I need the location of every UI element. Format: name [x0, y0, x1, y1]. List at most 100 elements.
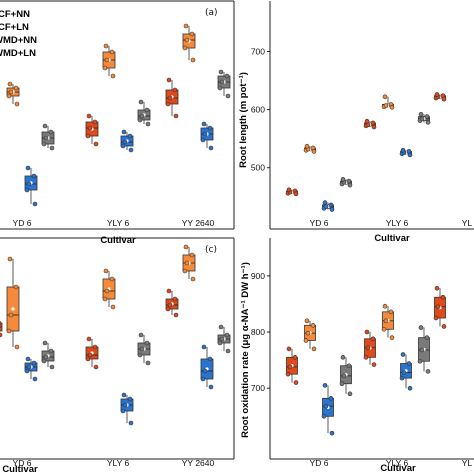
data-point — [208, 145, 214, 151]
data-point — [49, 364, 55, 370]
data-point — [417, 358, 423, 364]
data-point — [293, 191, 299, 197]
data-point — [7, 256, 13, 262]
data-point — [407, 385, 413, 391]
data-point — [104, 57, 110, 63]
data-point — [202, 368, 208, 374]
data-point — [48, 129, 54, 135]
data-point — [323, 403, 329, 409]
panel-c-letter: (c) — [205, 245, 217, 255]
data-point — [364, 118, 370, 124]
panel-d-x-axis-title: Cultivar — [380, 463, 416, 474]
x-tick-label: YD 6 — [13, 218, 32, 228]
y-tick-label: 600 — [251, 105, 265, 115]
data-point — [371, 124, 377, 130]
data-point — [441, 324, 447, 329]
data-point — [292, 355, 298, 360]
data-point — [85, 356, 91, 362]
data-point — [104, 288, 110, 294]
data-point — [189, 31, 195, 37]
data-point — [122, 402, 128, 408]
data-point — [49, 145, 55, 151]
panel-c: (c) YD 6 YLY 6 YY 2640 Cultivar Cultivar — [0, 235, 235, 474]
data-point — [383, 103, 389, 108]
data-point — [26, 181, 32, 187]
data-point — [43, 135, 49, 141]
data-point — [419, 347, 425, 353]
data-point — [103, 268, 109, 274]
data-point — [184, 260, 190, 266]
data-point — [219, 79, 225, 85]
y-tick-label: 500 — [251, 163, 265, 173]
panel-b-x-axis-title: Cultivar — [374, 233, 410, 244]
data-point — [321, 414, 327, 419]
x-tick-label: YD 6 — [13, 458, 32, 468]
panel-c-boxes — [0, 244, 231, 426]
data-point — [400, 147, 406, 153]
data-point — [304, 318, 310, 324]
data-point — [285, 371, 291, 377]
data-point — [144, 340, 150, 346]
data-point — [127, 133, 133, 139]
data-point — [32, 201, 38, 207]
data-point — [87, 125, 93, 131]
data-point — [201, 344, 207, 350]
data-point — [190, 276, 196, 282]
data-point — [13, 85, 19, 91]
panel-a-letter: (a) — [205, 8, 218, 18]
data-point — [173, 312, 179, 318]
data-point — [110, 304, 116, 310]
data-point — [182, 268, 188, 274]
panel-a-xticks: YD 6 YLY 6 YY 2640 — [13, 218, 215, 228]
data-point — [31, 360, 37, 366]
data-point — [218, 324, 224, 330]
data-point — [340, 177, 346, 182]
data-point — [25, 165, 31, 171]
x-tick-label: YLY 6 — [386, 218, 409, 228]
box-mean-point — [11, 307, 15, 311]
data-point — [0, 332, 3, 338]
data-point — [165, 101, 171, 107]
panel-c-x-axis-title: Cultivar — [2, 464, 38, 474]
data-point — [304, 143, 310, 149]
data-point — [121, 392, 127, 398]
data-point — [139, 346, 145, 352]
data-point — [145, 360, 151, 366]
data-point — [286, 346, 292, 352]
data-point — [128, 420, 134, 426]
panel-d-y-axis-title: Root oxidation rate (μg α-NA⁻¹ DW h⁻¹) — [240, 262, 251, 438]
data-point — [6, 93, 12, 99]
data-point — [370, 120, 376, 126]
data-point — [433, 315, 439, 321]
data-point — [201, 121, 207, 127]
data-point — [310, 323, 316, 328]
data-point — [42, 340, 48, 346]
data-point — [329, 430, 335, 436]
data-point — [31, 173, 37, 179]
x-tick-label: YLY 6 — [386, 458, 409, 468]
data-point — [340, 355, 346, 360]
data-point — [441, 96, 447, 102]
panel-b-y-axis-title: Root length (m pot⁻¹) — [238, 72, 249, 168]
data-point — [401, 370, 407, 375]
data-point — [32, 376, 38, 382]
data-point — [8, 89, 14, 95]
data-point — [305, 330, 311, 336]
data-point — [109, 49, 115, 55]
legend-entry-3: WMD+NN — [0, 35, 37, 46]
data-point — [138, 99, 144, 105]
data-point — [425, 120, 431, 125]
data-point — [311, 346, 317, 352]
legend-entry-1: CF+NN — [0, 9, 30, 20]
data-point — [225, 348, 231, 354]
data-point — [122, 139, 128, 145]
data-point — [183, 244, 189, 250]
data-point — [139, 113, 145, 119]
data-point — [364, 329, 370, 335]
data-point — [341, 373, 347, 379]
data-point — [365, 345, 371, 351]
data-point — [41, 358, 47, 364]
data-point — [110, 73, 116, 79]
data-point — [381, 326, 387, 332]
